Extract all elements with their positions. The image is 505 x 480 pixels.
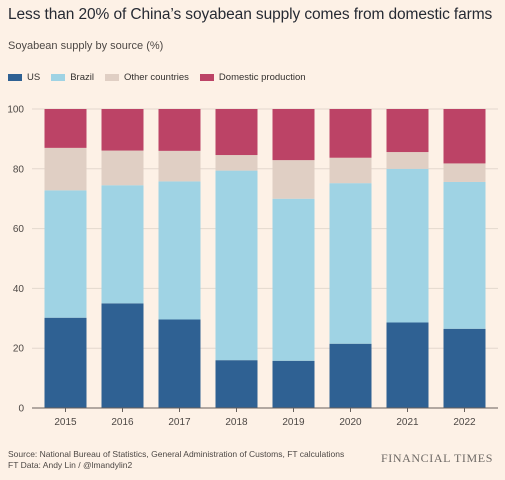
x-tick-label: 2015 — [54, 417, 77, 428]
bar-segment-2018-0 — [215, 360, 258, 408]
y-tick-label: 100 — [7, 105, 24, 116]
source-note: Source: National Bureau of Statistics, G… — [8, 449, 344, 471]
bar-segment-2016-3 — [101, 109, 144, 151]
x-tick-label: 2021 — [396, 417, 419, 428]
x-tick-label: 2016 — [111, 417, 134, 428]
credit-text: FT Data: Andy Lin / @lmandylin2 — [8, 460, 133, 470]
legend-item-0: US — [8, 72, 40, 83]
bar-segment-2022-2 — [443, 163, 486, 182]
bar-segment-2015-3 — [44, 109, 87, 148]
chart-title: Less than 20% of China’s soyabean supply… — [8, 6, 493, 23]
legend-swatch — [104, 74, 119, 81]
legend-label: Domestic production — [218, 72, 306, 83]
bar-segment-2017-3 — [158, 109, 201, 151]
bar-segment-2018-2 — [215, 155, 258, 171]
y-tick-label: 20 — [13, 344, 25, 355]
brand-logo: FINANCIAL TIMES — [380, 451, 493, 465]
x-tick-label: 2020 — [339, 417, 362, 428]
legend-label: Brazil — [70, 72, 94, 83]
bar-segment-2018-1 — [215, 170, 258, 361]
x-tick-label: 2017 — [168, 417, 191, 428]
x-tick-label: 2019 — [282, 417, 305, 428]
bar-segment-2016-2 — [101, 150, 144, 186]
bar-segment-2021-3 — [386, 109, 429, 153]
legend-item-3: Domestic production — [199, 72, 306, 83]
chart-subtitle: Soyabean supply by source (%) — [8, 40, 164, 52]
legend-item-1: Brazil — [51, 72, 94, 83]
legend-label: US — [27, 72, 41, 83]
bar-segment-2015-1 — [44, 190, 87, 318]
bar-segment-2022-1 — [443, 181, 486, 329]
x-tick-label: 2018 — [225, 417, 248, 428]
bar-segment-2020-0 — [329, 343, 372, 408]
bar-segment-2019-0 — [272, 360, 315, 408]
legend-swatch — [199, 74, 214, 81]
bar-segment-2021-1 — [386, 168, 429, 323]
x-tick-label: 2022 — [453, 417, 476, 428]
bar-segment-2020-1 — [329, 183, 372, 344]
y-tick-label: 60 — [13, 224, 25, 235]
source-text: Source: National Bureau of Statistics, G… — [8, 449, 345, 459]
bar-segment-2020-3 — [329, 109, 372, 158]
bar-segment-2015-2 — [44, 147, 87, 191]
bar-segment-2018-3 — [215, 109, 258, 156]
legend: US Brazil Other countries Domestic producti… — [8, 72, 317, 83]
bar-segment-2019-2 — [272, 160, 315, 199]
y-tick-label: 40 — [13, 284, 25, 295]
bar-segment-2016-0 — [101, 303, 144, 408]
legend-swatch — [51, 74, 66, 81]
stacked-bar-chart: 0 20 40 60 80 100 2015 2016 2017 2018 2019 2020 2021… — [7, 105, 498, 428]
legend-swatch — [8, 74, 22, 81]
bar-segment-2015-0 — [44, 317, 87, 408]
bar-segment-2017-2 — [158, 150, 201, 182]
y-tick-label: 80 — [13, 164, 25, 175]
bar-segment-2021-0 — [386, 322, 429, 408]
legend-item-2: Other countries — [104, 72, 189, 83]
y-tick-label: 0 — [18, 404, 24, 415]
bar-segment-2021-2 — [386, 152, 429, 169]
bar-segment-2019-1 — [272, 198, 315, 361]
bar-segment-2017-0 — [158, 319, 201, 408]
bar-segment-2016-1 — [101, 185, 144, 304]
bar-segment-2022-3 — [443, 109, 486, 164]
bar-segment-2020-2 — [329, 157, 372, 184]
bar-segment-2022-0 — [443, 328, 486, 408]
bar-segment-2017-1 — [158, 181, 201, 320]
bar-segment-2019-3 — [272, 109, 315, 161]
legend-label: Other countries — [123, 72, 189, 83]
